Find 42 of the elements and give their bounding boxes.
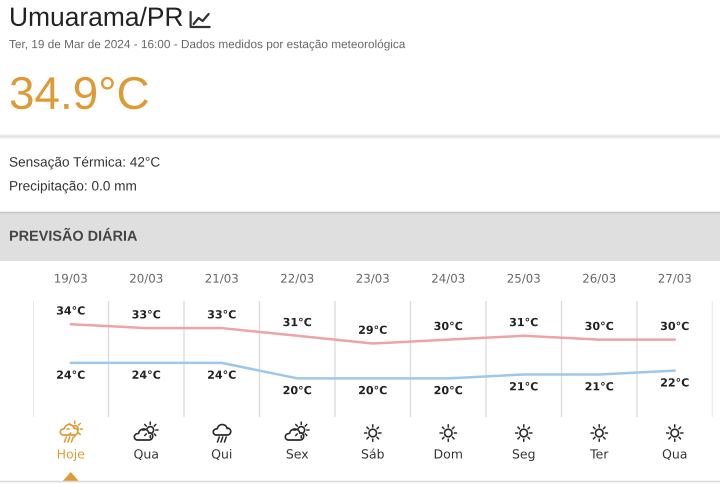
- x-tick-label: 27/03: [658, 274, 691, 284]
- data-label: 20°C: [359, 386, 387, 394]
- data-label: 33°C: [132, 310, 160, 319]
- text: Qua: [134, 449, 158, 460]
- text: PREVISÃO DIÁRIA: [10, 228, 138, 241]
- text: Sensação Térmica: 42°C: [10, 156, 160, 170]
- chart-title: Umuarama/PR: [11, 6, 182, 26]
- data-label: 30°C: [660, 322, 689, 330]
- x-tick-label: 24/03: [432, 274, 464, 284]
- text: 34.9°C: [10, 76, 148, 110]
- text: Ter: [590, 449, 608, 459]
- data-label: 33°C: [208, 310, 236, 319]
- data-label: 24°C: [208, 370, 236, 379]
- data-label: 29°C: [359, 326, 387, 334]
- text: Dom: [434, 449, 462, 459]
- data-label: 30°C: [434, 322, 462, 330]
- data-label: 31°C: [510, 318, 538, 326]
- x-tick-label: 26/03: [583, 274, 616, 284]
- data-label: 20°C: [284, 386, 312, 394]
- chart-subtitle: Ter, 19 de Mar de 2024 - 16:00 - Dados medidos por estação meteorológica: [9, 39, 406, 51]
- x-tick-label: 21/03: [206, 274, 238, 284]
- data-label: 21°C: [510, 382, 538, 390]
- x-tick-label: 22/03: [281, 274, 314, 284]
- text: Sex: [286, 449, 308, 459]
- text: Hoje: [58, 448, 84, 462]
- text: Sáb: [362, 448, 384, 459]
- data-label: 31°C: [283, 318, 312, 326]
- data-label: 24°C: [132, 370, 160, 379]
- data-label: 24°C: [57, 370, 85, 379]
- x-tick-label: 20/03: [130, 274, 162, 284]
- data-label: 34°C: [56, 306, 85, 315]
- text: Precipitação: 0.0 mm: [10, 180, 136, 194]
- x-tick-label: 23/03: [356, 274, 389, 284]
- data-label: 30°C: [585, 322, 614, 330]
- x-tick-label: 19/03: [55, 274, 87, 284]
- data-label: 20°C: [434, 386, 462, 394]
- text: Qua: [662, 449, 686, 460]
- text: Seg: [512, 449, 534, 462]
- x-tick-label: 25/03: [508, 274, 540, 284]
- text: Qui: [212, 448, 232, 460]
- data-label: 22°C: [661, 378, 689, 387]
- data-label: 21°C: [586, 382, 614, 390]
